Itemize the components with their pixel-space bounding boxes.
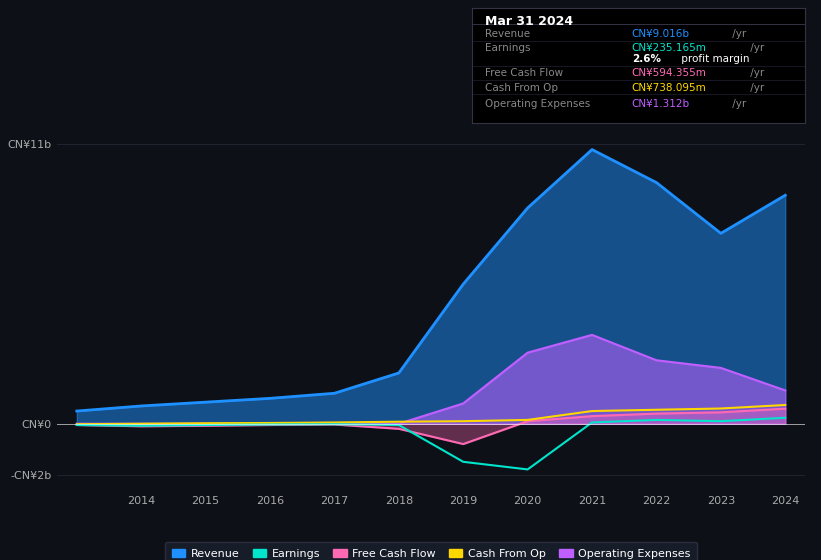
Text: CN¥9.016b: CN¥9.016b <box>631 29 690 39</box>
Text: Operating Expenses: Operating Expenses <box>485 99 590 109</box>
Legend: Revenue, Earnings, Free Cash Flow, Cash From Op, Operating Expenses: Revenue, Earnings, Free Cash Flow, Cash … <box>165 542 697 560</box>
Text: CN¥235.165m: CN¥235.165m <box>631 43 707 53</box>
Text: Mar 31 2024: Mar 31 2024 <box>485 15 574 29</box>
Text: /yr: /yr <box>729 29 746 39</box>
Text: 2.6%: 2.6% <box>631 54 661 64</box>
Text: CN¥738.095m: CN¥738.095m <box>631 83 706 93</box>
Text: /yr: /yr <box>747 68 764 78</box>
Text: CN¥594.355m: CN¥594.355m <box>631 68 707 78</box>
Text: CN¥1.312b: CN¥1.312b <box>631 99 690 109</box>
Text: Revenue: Revenue <box>485 29 530 39</box>
Text: profit margin: profit margin <box>678 54 750 64</box>
Text: Cash From Op: Cash From Op <box>485 83 558 93</box>
Text: /yr: /yr <box>729 99 746 109</box>
Text: Free Cash Flow: Free Cash Flow <box>485 68 563 78</box>
Text: /yr: /yr <box>747 43 764 53</box>
Text: /yr: /yr <box>747 83 764 93</box>
Text: Earnings: Earnings <box>485 43 531 53</box>
